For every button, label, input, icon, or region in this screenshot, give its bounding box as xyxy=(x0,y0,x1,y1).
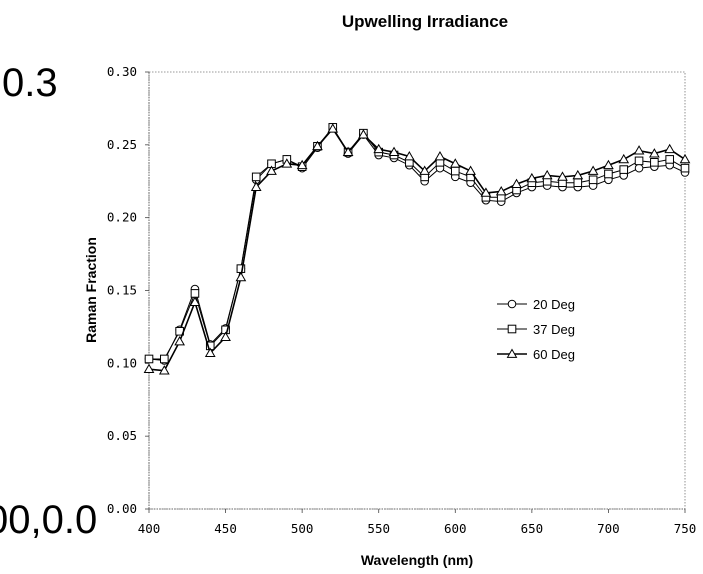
overlay-bottom-label: 00,0.0 xyxy=(0,498,97,542)
data-point xyxy=(250,181,262,191)
data-point xyxy=(174,335,185,346)
data-point xyxy=(143,363,155,374)
data-point xyxy=(144,354,154,364)
data-point xyxy=(204,347,216,358)
data-point xyxy=(190,289,200,298)
x-tick-label: 750 xyxy=(674,521,697,536)
data-point xyxy=(403,150,415,161)
series-layer xyxy=(143,123,691,375)
series-line xyxy=(148,126,686,361)
data-point xyxy=(634,163,644,173)
data-point xyxy=(281,158,293,168)
data-point xyxy=(449,158,461,168)
data-point xyxy=(680,163,690,173)
data-point xyxy=(373,143,385,154)
legend-item: 60 Deg xyxy=(497,347,575,362)
data-point xyxy=(251,172,261,182)
x-tick-label: 650 xyxy=(521,521,544,536)
data-point xyxy=(588,175,598,185)
data-point xyxy=(495,185,507,196)
data-point xyxy=(480,187,492,197)
data-point xyxy=(419,165,431,175)
series-60-deg xyxy=(143,123,691,375)
chart-title: Upwelling Irradiance xyxy=(342,12,508,31)
data-point xyxy=(557,171,568,181)
data-point xyxy=(526,172,538,183)
data-point xyxy=(342,146,354,156)
data-point xyxy=(160,354,169,364)
x-tick-label: 400 xyxy=(138,521,161,536)
data-point xyxy=(158,365,170,375)
data-point xyxy=(296,159,308,170)
data-point xyxy=(572,169,584,180)
legend-marker xyxy=(507,299,517,309)
y-axis-label: Raman Fraction xyxy=(83,237,99,343)
x-tick-label: 700 xyxy=(597,521,620,536)
y-axis-ticks: 0.00 0.05 0.10 0.15 0.20 0.25 0.30 xyxy=(107,64,149,516)
x-axis-ticks: 400 450 500 550 600 650 700 750 xyxy=(138,509,697,536)
overlay-top-label: 0.3 xyxy=(2,61,58,105)
legend-label: 20 Deg xyxy=(533,297,575,312)
data-point xyxy=(573,178,583,188)
data-point xyxy=(603,159,614,170)
data-point xyxy=(465,165,476,175)
y-tick-label: 0.20 xyxy=(107,210,137,225)
x-tick-label: 600 xyxy=(444,521,467,536)
data-point xyxy=(649,148,660,158)
legend-item: 20 Deg xyxy=(497,297,575,312)
data-point xyxy=(664,143,676,154)
data-point xyxy=(189,296,201,307)
y-tick-label: 0.15 xyxy=(107,283,137,298)
y-tick-label: 0.10 xyxy=(107,355,137,370)
data-point xyxy=(634,156,644,166)
x-tick-label: 550 xyxy=(367,521,390,536)
data-point xyxy=(220,331,231,341)
x-axis-label: Wavelength (nm) xyxy=(361,552,473,568)
data-point xyxy=(619,165,629,174)
series-37-deg xyxy=(144,123,690,364)
data-point xyxy=(235,271,247,282)
y-tick-label: 0.00 xyxy=(107,501,137,516)
plot-area xyxy=(148,71,686,510)
data-point xyxy=(633,145,645,155)
legend-marker xyxy=(507,324,517,334)
data-point xyxy=(434,150,446,161)
data-point xyxy=(450,166,460,176)
legend-marker xyxy=(506,348,518,358)
y-tick-label: 0.05 xyxy=(107,428,137,443)
data-point xyxy=(266,165,277,175)
series-line xyxy=(148,127,686,372)
data-point xyxy=(511,178,522,189)
legend-item: 37 Deg xyxy=(497,322,575,337)
data-point xyxy=(312,140,323,151)
legend: 20 Deg 37 Deg 60 Deg xyxy=(497,297,575,362)
legend-label: 60 Deg xyxy=(533,347,575,362)
x-tick-label: 500 xyxy=(291,521,314,536)
data-point xyxy=(650,158,659,167)
y-tick-label: 0.30 xyxy=(107,64,137,79)
data-point xyxy=(541,169,553,180)
data-point xyxy=(618,153,630,164)
legend-label: 37 Deg xyxy=(533,322,575,337)
data-point xyxy=(327,123,339,133)
data-point xyxy=(358,129,369,139)
data-point xyxy=(587,165,599,175)
data-point xyxy=(604,169,613,179)
y-tick-label: 0.25 xyxy=(107,137,137,152)
x-tick-label: 450 xyxy=(214,521,237,536)
data-point xyxy=(388,146,400,156)
data-point xyxy=(665,155,674,164)
data-point xyxy=(679,153,691,164)
